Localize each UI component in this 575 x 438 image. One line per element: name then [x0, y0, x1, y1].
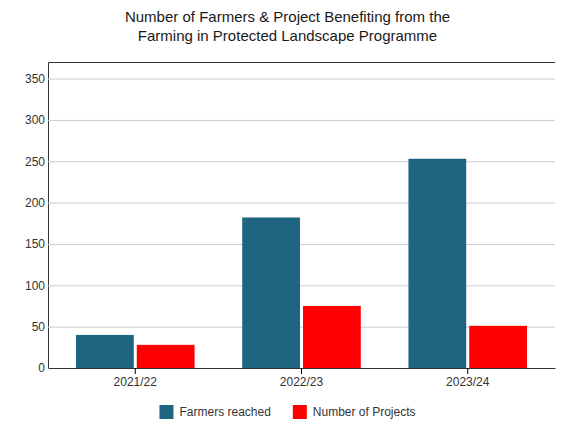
bar-series [76, 159, 466, 368]
tick-mark [135, 368, 136, 374]
chart: Number of Farmers & Project Benefiting f… [0, 0, 575, 438]
y-tick-label: 300 [25, 113, 45, 127]
grid-line [48, 203, 555, 204]
bar [76, 335, 134, 368]
y-tick-label: 100 [25, 279, 45, 293]
y-tick-label: 150 [25, 237, 45, 251]
y-tick-label: 250 [25, 155, 45, 169]
legend-item: Number of Projects [293, 405, 416, 419]
bar [469, 326, 527, 368]
y-axis: 0 50 100 150 200 250 300 350 [25, 63, 555, 376]
x-tick-label: 2022/23 [280, 375, 324, 389]
bars [76, 159, 527, 368]
grid-line [48, 285, 555, 286]
legend: Farmers reached Number of Projects [159, 405, 415, 419]
bar [137, 345, 195, 368]
x-tick: 2022/23 [280, 368, 324, 389]
y-tick: 350 [25, 72, 555, 86]
y-tick-label: 50 [32, 320, 46, 334]
grid-line [48, 79, 555, 80]
legend-label: Number of Projects [313, 405, 416, 419]
x-tick: 2021/22 [114, 368, 158, 389]
x-axis: 2021/22 2022/23 2023/24 [49, 368, 556, 389]
tick-mark [301, 368, 302, 374]
legend-label: Farmers reached [179, 405, 270, 419]
bar-series [137, 306, 527, 368]
bar [242, 217, 300, 368]
legend-swatch [293, 405, 307, 419]
grid-line [48, 161, 555, 162]
legend-swatch [159, 405, 173, 419]
x-tick: 2023/24 [446, 368, 490, 389]
title-line: Farming in Protected Landscape Programme [138, 27, 437, 44]
title: Number of Farmers & Project Benefiting f… [125, 8, 450, 44]
grid-line [48, 244, 555, 245]
y-axis-line [49, 63, 556, 369]
grid-line [48, 120, 555, 121]
x-tick-label: 2021/22 [114, 375, 158, 389]
bar [408, 159, 466, 368]
bar [303, 306, 361, 368]
y-tick-label: 0 [38, 361, 45, 375]
y-tick: 250 [25, 155, 555, 169]
title-line: Number of Farmers & Project Benefiting f… [125, 8, 450, 25]
tick-mark [467, 368, 468, 374]
y-tick-label: 200 [25, 196, 45, 210]
y-tick-label: 350 [25, 72, 45, 86]
x-tick-label: 2023/24 [446, 375, 490, 389]
plot: 0 50 100 150 200 250 300 350 2021/22 2022/23 2023/… [25, 63, 556, 389]
y-tick: 300 [25, 113, 555, 127]
legend-item: Farmers reached [159, 405, 270, 419]
y-tick: 200 [25, 196, 555, 210]
